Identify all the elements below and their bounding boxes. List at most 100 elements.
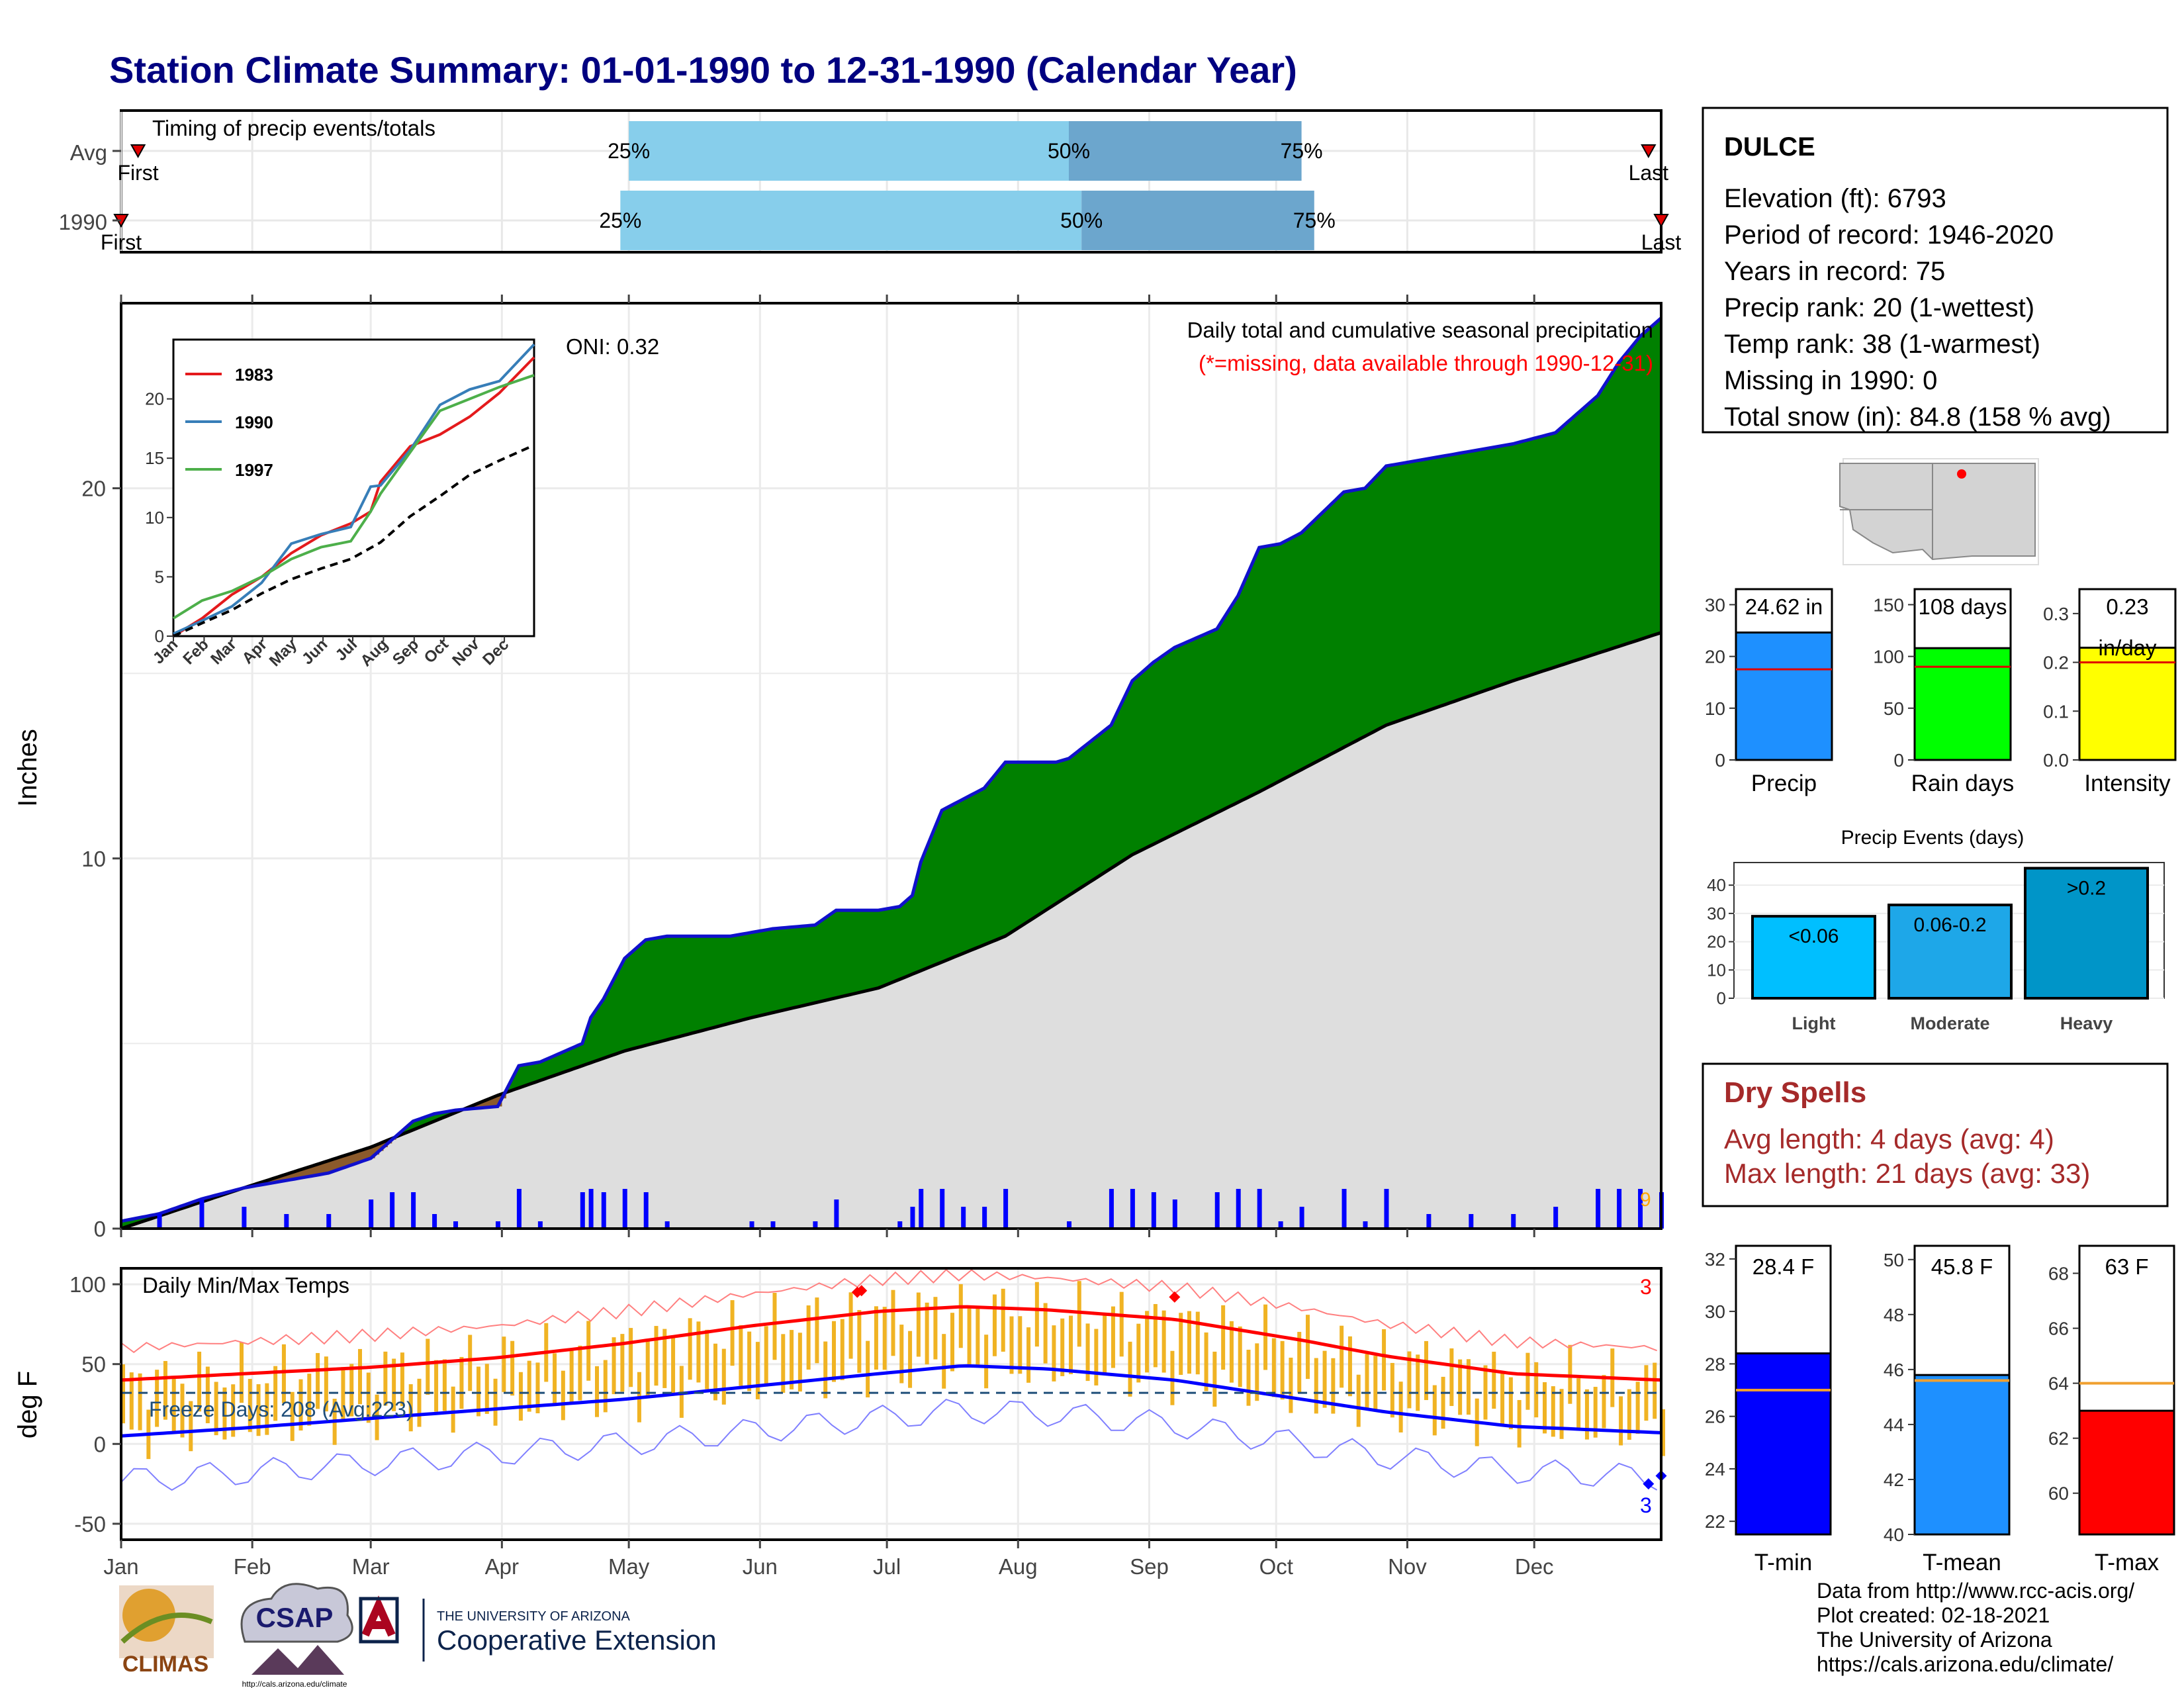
precip-y-tick-label: 20	[81, 477, 106, 501]
daily-temp-range-bar	[231, 1384, 236, 1437]
avg-cumulative-line	[120, 631, 1662, 1231]
daily-temp-range-bar	[1424, 1340, 1428, 1401]
timing-p75-label: 75%	[1281, 139, 1323, 163]
daily-temp-range-bar	[916, 1292, 921, 1357]
temp-bar-tick-label: 48	[1884, 1305, 1904, 1325]
daily-temp-range-bar	[1347, 1336, 1352, 1397]
daily-temp-range-bar	[1119, 1291, 1124, 1357]
daily-temp-range-bar	[1085, 1323, 1090, 1382]
daily-precip-bar	[1278, 1221, 1283, 1229]
year-cumulative-line	[120, 316, 1662, 1223]
ua-big-text: Cooperative Extension	[437, 1624, 717, 1656]
events-tick-label: 0	[1717, 988, 1726, 1008]
daily-precip-bar	[284, 1214, 289, 1229]
temp-panel: -50 0 50 100 Jan Feb Mar Apr May Jun Jul Aug Sep Oct…	[13, 1267, 1667, 1579]
temp-bar-tick-label: 46	[1884, 1360, 1904, 1380]
temp-bar-tick-label: 62	[2048, 1429, 2069, 1449]
csap-logo: CSAP http://cals.arizona.edu/climate	[240, 1583, 353, 1688]
summary-value-label: 24.62 in	[1745, 594, 1823, 619]
footer-line: The University of Arizona	[1817, 1628, 2052, 1652]
daily-precip-bar	[1511, 1214, 1516, 1229]
daily-temp-range-bar	[908, 1331, 913, 1388]
daily-temp-range-bar	[933, 1297, 938, 1360]
precip-panel: 0 10 20 Daily total and cumulative seasona…	[13, 295, 1664, 1241]
daily-temp-range-bar	[721, 1348, 726, 1405]
record-high-marker	[856, 1285, 868, 1297]
month-label: Aug	[999, 1554, 1038, 1579]
daily-temp-range-bar	[586, 1321, 591, 1381]
daily-temp-range-bar	[755, 1342, 760, 1399]
summary-bar	[2078, 646, 2177, 761]
temp-y-tick-label: 50	[81, 1352, 106, 1377]
summary-bar-name: Intensity	[2084, 771, 2171, 796]
csap-mountains	[251, 1645, 344, 1675]
daily-temp-range-bar	[1094, 1329, 1099, 1385]
daily-temp-range-bar	[1263, 1304, 1268, 1370]
daily-temp-range-bar	[1627, 1389, 1631, 1440]
summary-tick-label: 50	[1884, 698, 1904, 719]
dry-spells-box: Dry Spells Avg length: 4 days (avg: 4) M…	[1702, 1062, 2169, 1207]
daily-temp-range-bar	[392, 1358, 396, 1411]
daily-precip-bar	[1342, 1189, 1347, 1229]
daily-temp-range-bar	[1043, 1303, 1048, 1364]
temp-bar-tick-label: 64	[2048, 1374, 2069, 1394]
daily-temp-range-bar	[1635, 1382, 1640, 1434]
daily-temp-range-bar	[197, 1351, 202, 1412]
daily-temp-range-bar	[341, 1367, 345, 1420]
daily-temp-range-bar	[832, 1321, 836, 1382]
daily-temp-range-bar	[942, 1334, 946, 1389]
temp-summary-bar	[1735, 1352, 1832, 1536]
ua-a-mark	[361, 1595, 396, 1637]
month-label: Oct	[1259, 1554, 1293, 1579]
inset-y-tick-label: 20	[145, 389, 164, 409]
daily-temp-range-bar	[713, 1343, 717, 1401]
temp-bar-tick-label: 30	[1705, 1301, 1725, 1322]
events-category-label: Moderate	[1910, 1013, 1989, 1033]
temp-bar-name: T-max	[2095, 1550, 2160, 1575]
inset-legend-label: 1997	[235, 460, 273, 480]
daily-precip-bar	[982, 1207, 987, 1229]
daily-temp-range-bar	[1543, 1382, 1547, 1434]
daily-temp-range-bar	[1398, 1382, 1403, 1432]
daily-temp-range-bar	[629, 1328, 633, 1387]
summary-tick-label: 150	[1873, 594, 1904, 615]
oni-label: ONI: 0.32	[566, 334, 659, 359]
precip-frame	[120, 302, 1662, 1230]
daily-precip-bar	[390, 1192, 395, 1229]
record-low-marker	[1643, 1478, 1655, 1490]
summary-tick-label: 0	[1715, 750, 1725, 771]
daily-temp-range-bar	[510, 1340, 515, 1396]
inset-legend-label: 1990	[235, 412, 273, 432]
temp-bar-tick-label: 28	[1705, 1354, 1725, 1374]
daily-precip-bar	[1469, 1214, 1474, 1229]
daily-precip-bar	[622, 1189, 627, 1229]
daily-temp-range-bar	[1432, 1385, 1437, 1436]
daily-temp-range-bar	[1229, 1321, 1234, 1383]
daily-temp-range-bar	[1170, 1350, 1175, 1405]
daily-temp-range-bar	[595, 1366, 599, 1417]
daily-temp-range-bar	[1187, 1311, 1191, 1374]
month-label: Apr	[485, 1554, 519, 1579]
daily-temp-range-bar	[1280, 1340, 1285, 1400]
daily-temp-range-bar	[967, 1305, 972, 1366]
daily-precip-bar	[664, 1221, 670, 1229]
summary-bars: 0 10 20 30 24.62 in Precip 0 50 100 150 108 days Ra…	[1705, 588, 2177, 796]
daily-temp-range-bar	[1407, 1351, 1412, 1409]
first-event-marker	[130, 144, 146, 159]
daily-temp-range-bar	[468, 1335, 473, 1391]
summary-tick-label: 20	[1705, 647, 1725, 667]
station-info-box: DULCE Elevation (ft): 6793 Period of rec…	[1702, 107, 2169, 434]
daily-temp-range-bar	[578, 1345, 582, 1401]
footer-line: Data from http://www.rcc-acis.org/	[1817, 1579, 2135, 1603]
daily-temp-range-bar	[180, 1383, 185, 1438]
daily-temp-range-bar	[1204, 1332, 1208, 1391]
precip-y-axis: 0 10 20	[81, 477, 121, 1241]
daily-temp-range-bar	[442, 1359, 447, 1411]
daily-temp-range-bar	[1449, 1348, 1454, 1406]
avg-max-temp-line	[120, 1305, 1662, 1382]
daily-temp-range-bar	[1212, 1351, 1217, 1407]
inset-y-tick-label: 5	[155, 567, 164, 586]
daily-precip-bar	[588, 1189, 594, 1229]
daily-temp-range-bar	[1161, 1310, 1166, 1373]
summary-bar	[1735, 632, 1833, 761]
